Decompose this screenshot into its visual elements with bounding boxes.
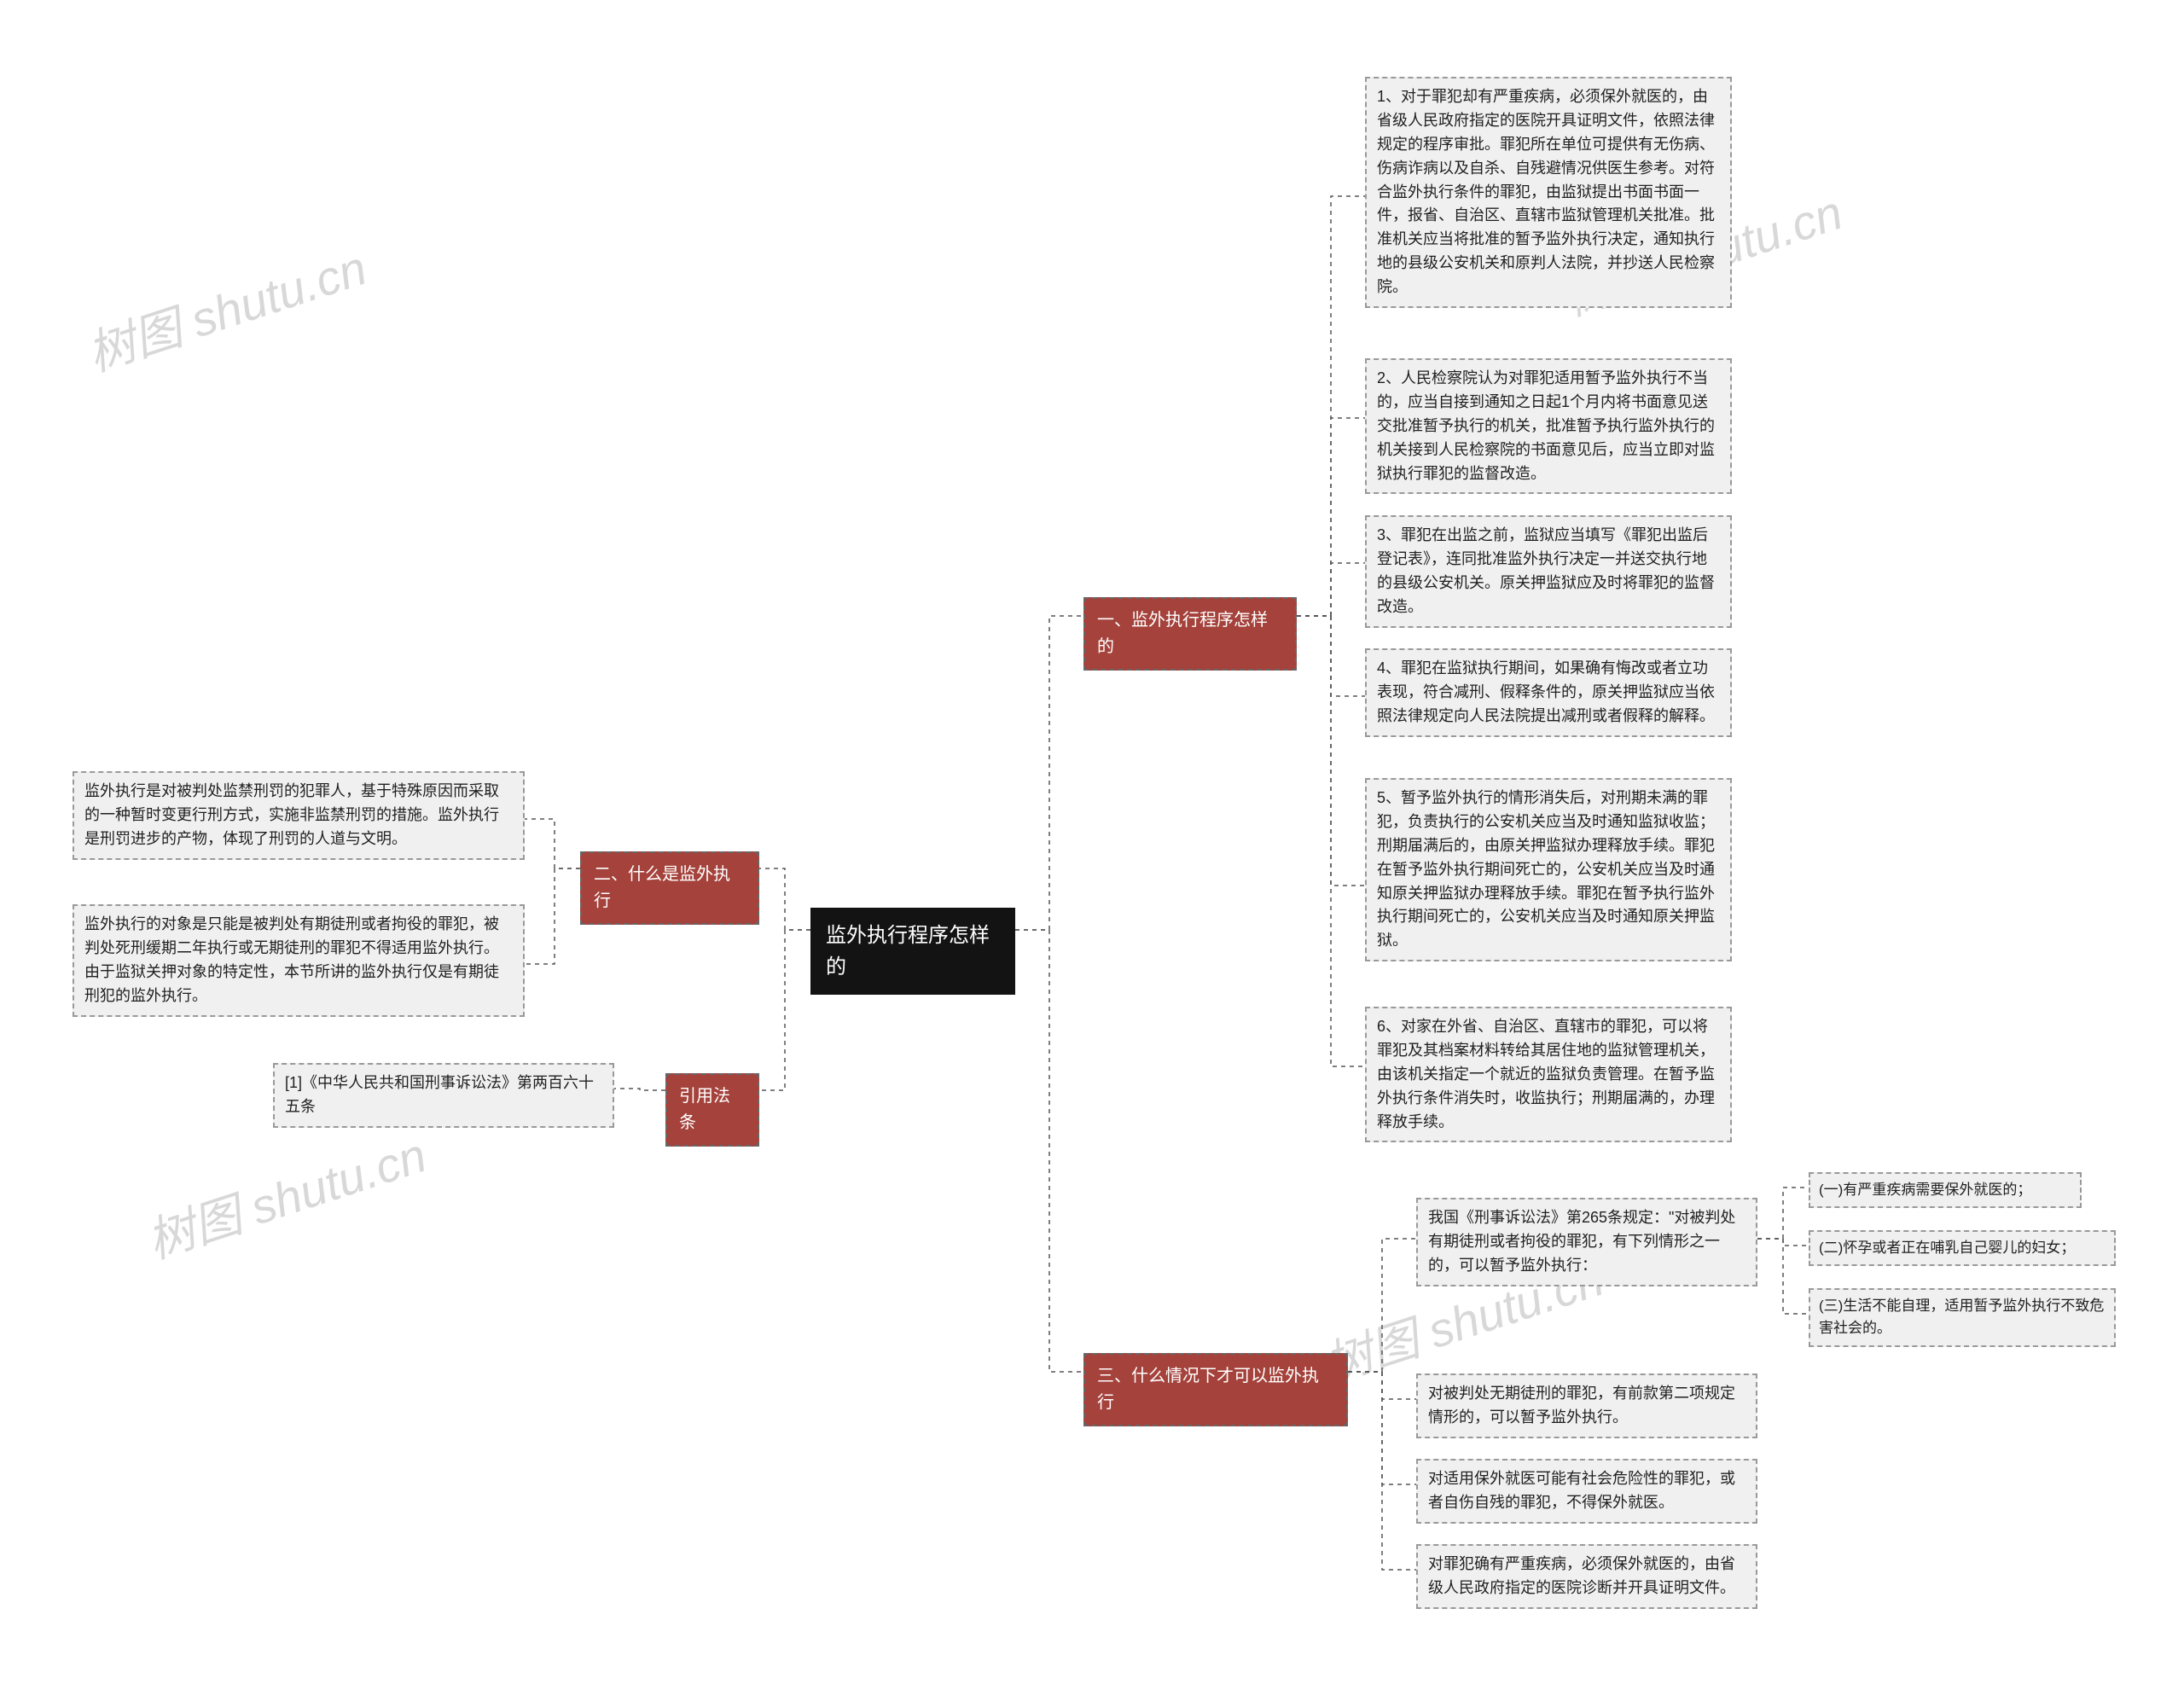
- leaf-node: 监外执行的对象是只能是被判处有期徒刑或者拘役的罪犯，被判处死刑缓期二年执行或无期…: [73, 904, 525, 1017]
- leaf-node: 1、对于罪犯却有严重疾病，必须保外就医的，由省级人民政府指定的医院开具证明文件，…: [1365, 77, 1732, 308]
- leaf-node: 6、对家在外省、自治区、直辖市的罪犯，可以将罪犯及其档案材料转给其居住地的监狱管…: [1365, 1007, 1732, 1142]
- leaf-node-sub: (二)怀孕或者正在哺乳自己婴儿的妇女；: [1809, 1230, 2116, 1266]
- leaf-node: 对罪犯确有严重疾病，必须保外就医的，由省级人民政府指定的医院诊断并开具证明文件。: [1416, 1544, 1757, 1609]
- branch-node-3: 三、什么情况下才可以监外执行: [1083, 1353, 1348, 1426]
- leaf-node: 对被判处无期徒刑的罪犯，有前款第二项规定情形的，可以暂予监外执行。: [1416, 1373, 1757, 1438]
- leaf-node: 监外执行是对被判处监禁刑罚的犯罪人，基于特殊原因而采取的一种暂时变更行刑方式，实…: [73, 771, 525, 860]
- leaf-node-sub: (三)生活不能自理，适用暂予监外执行不致危害社会的。: [1809, 1288, 2116, 1347]
- leaf-node: 4、罪犯在监狱执行期间，如果确有悔改或者立功表现，符合减刑、假释条件的，原关押监…: [1365, 648, 1732, 737]
- watermark: 树图 shutu.cn: [137, 1118, 434, 1273]
- leaf-node-sub: (一)有严重疾病需要保外就医的；: [1809, 1172, 2082, 1208]
- root-node: 监外执行程序怎样的: [810, 908, 1015, 995]
- branch-node-1: 一、监外执行程序怎样的: [1083, 597, 1297, 671]
- watermark: 树图 shutu.cn: [78, 230, 375, 386]
- leaf-node: 3、罪犯在出监之前，监狱应当填写《罪犯出监后登记表》，连同批准监外执行决定一并送…: [1365, 515, 1732, 628]
- leaf-node: 2、人民检察院认为对罪犯适用暂予监外执行不当的，应当自接到通知之日起1个月内将书…: [1365, 358, 1732, 494]
- leaf-node: 我国《刑事诉讼法》第265条规定："对被判处有期徒刑或者拘役的罪犯，有下列情形之…: [1416, 1198, 1757, 1286]
- leaf-node: 对适用保外就医可能有社会危险性的罪犯，或者自伤自残的罪犯，不得保外就医。: [1416, 1459, 1757, 1524]
- branch-node-4: 引用法条: [665, 1073, 759, 1147]
- branch-node-2: 二、什么是监外执行: [580, 851, 759, 925]
- leaf-node: 5、暂予监外执行的情形消失后，对刑期未满的罪犯，负责执行的公安机关应当及时通知监…: [1365, 778, 1732, 961]
- leaf-node: [1]《中华人民共和国刑事诉讼法》第两百六十五条: [273, 1063, 614, 1128]
